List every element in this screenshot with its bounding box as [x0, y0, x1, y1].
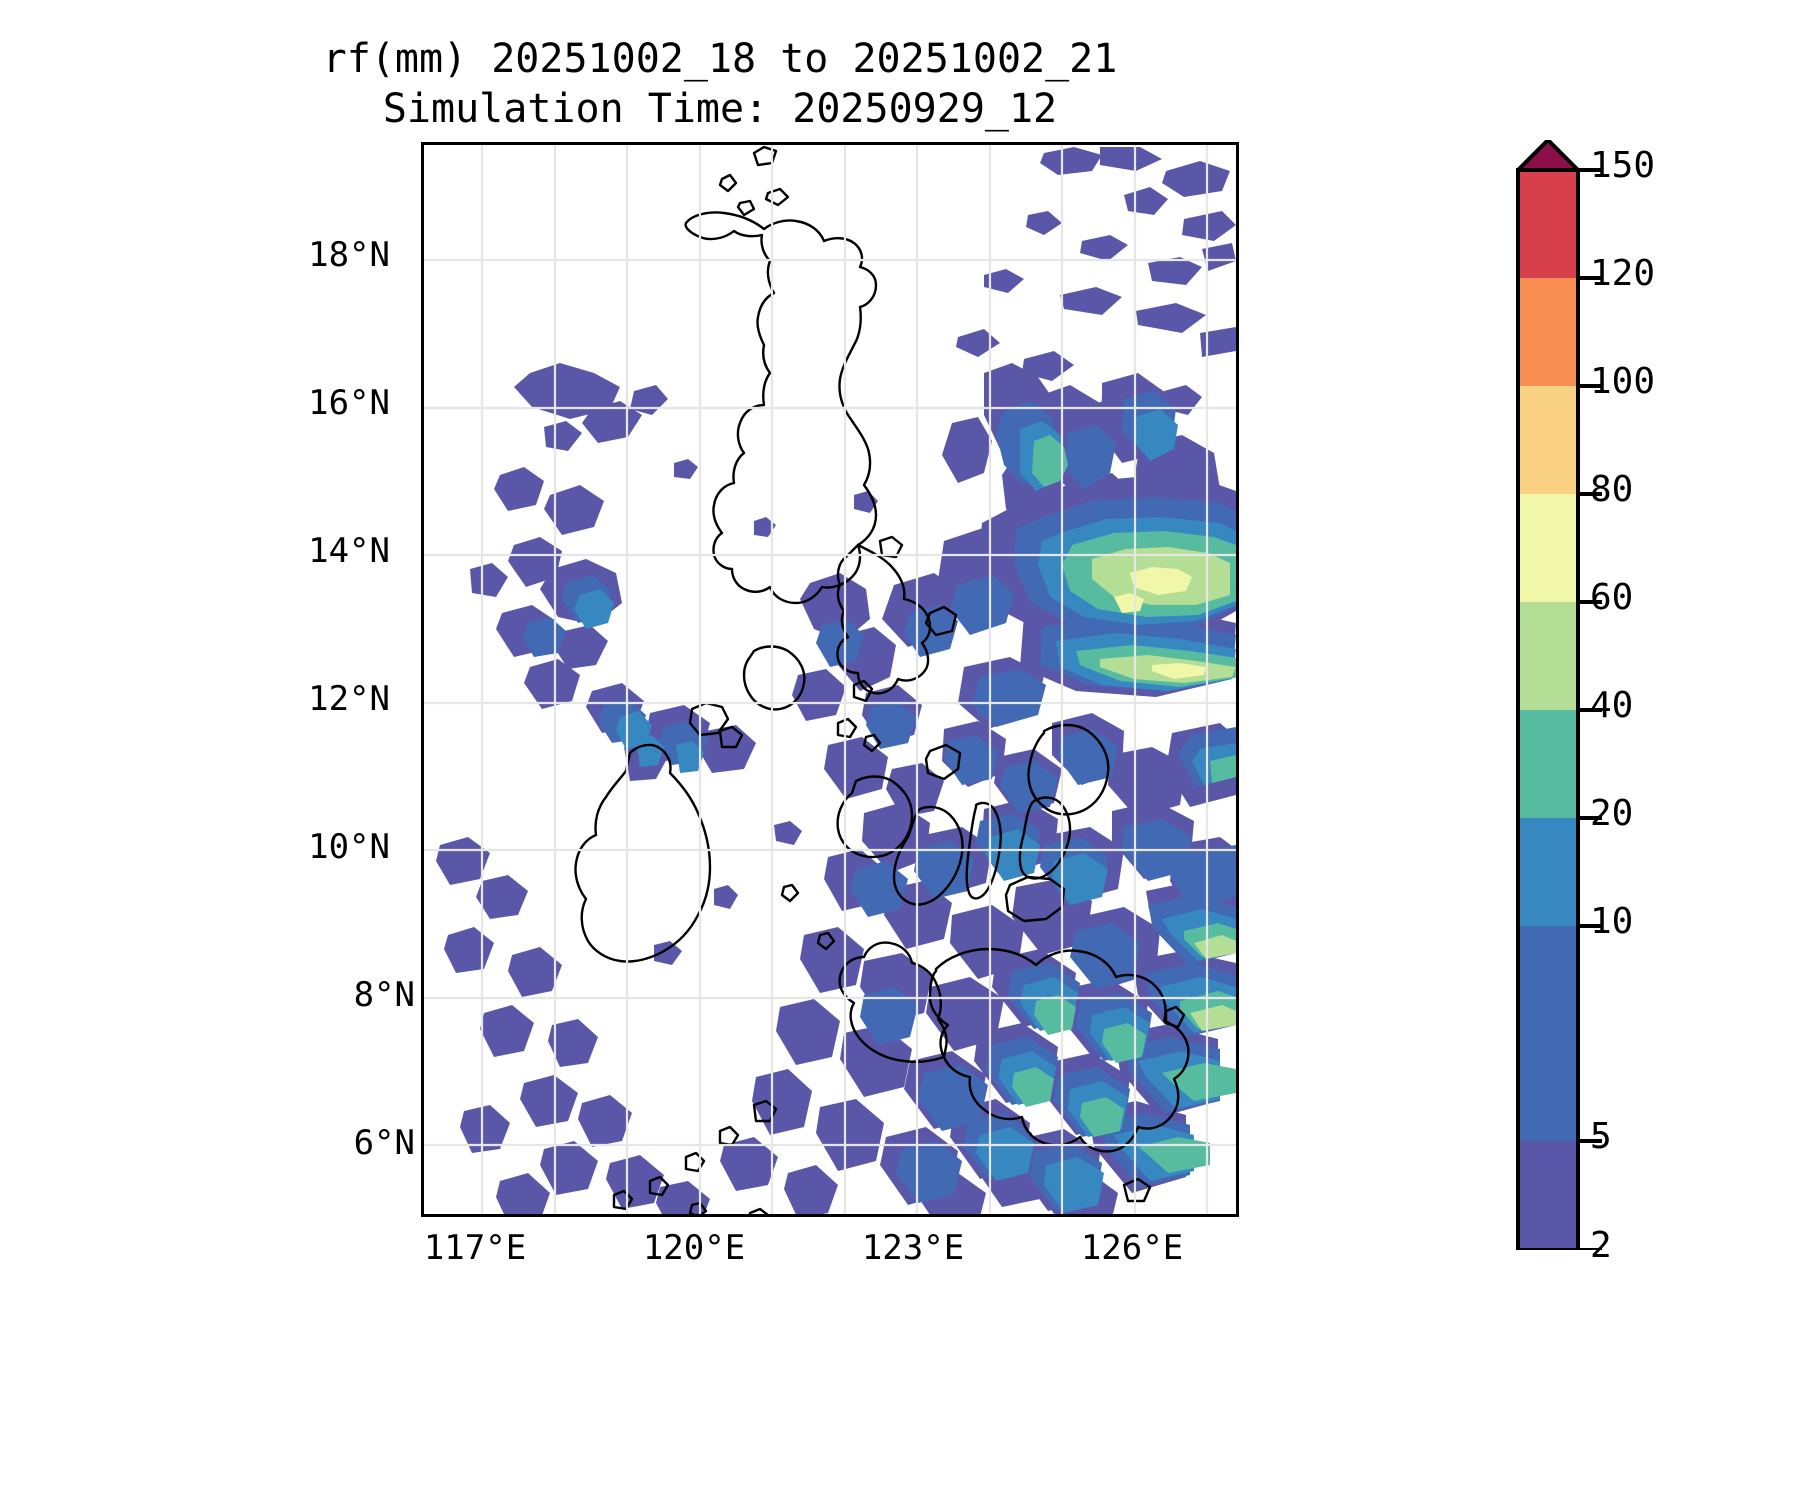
colorbar-tick-label-100: 100	[1590, 361, 1656, 402]
title-line-simulation-time: Simulation Time: 20250929_12	[382, 86, 1058, 132]
colorbar[interactable]: 150 120 100 80 60 40 20 10 5 2	[1498, 138, 1798, 1266]
xtick-label-120E: 120°E	[642, 1228, 746, 1268]
ytick-label-10N: 10°N	[308, 827, 390, 867]
ytick-label-16N: 16°N	[308, 383, 390, 423]
colorbar-svg	[1516, 138, 1602, 1252]
colorbar-extend-arrow	[1516, 138, 1580, 172]
map-plot-area	[424, 145, 1236, 1214]
colorbar-tick-label-40: 40	[1590, 685, 1634, 726]
ytick-label-18N: 18°N	[308, 235, 390, 275]
ytick-label-12N: 12°N	[308, 679, 390, 719]
title-line-variable-period: rf(mm) 20251002_18 to 20251002_21	[322, 36, 1118, 82]
ytick-label-6N: 6°N	[353, 1123, 415, 1163]
colorbar-tick-label-2: 2	[1590, 1225, 1612, 1266]
ytick-label-14N: 14°N	[308, 531, 390, 571]
ytick-label-8N: 8°N	[353, 975, 415, 1015]
map-axes[interactable]	[421, 142, 1239, 1217]
colorbar-tick-label-20: 20	[1590, 793, 1634, 834]
xtick-label-117E: 117°E	[423, 1228, 527, 1268]
xtick-label-126E: 126°E	[1080, 1228, 1184, 1268]
colorbar-tick-label-150: 150	[1590, 145, 1656, 186]
colorbar-ticks	[1578, 168, 1602, 1252]
xtick-label-123E: 123°E	[861, 1228, 965, 1268]
colorbar-bands	[1518, 170, 1578, 1250]
colorbar-tick-label-10: 10	[1590, 901, 1634, 942]
map-gridlines	[424, 145, 1236, 1214]
colorbar-tick-label-120: 120	[1590, 253, 1656, 294]
colorbar-tick-label-60: 60	[1590, 577, 1634, 618]
colorbar-tick-label-5: 5	[1590, 1116, 1612, 1157]
figure-title: rf(mm) 20251002_18 to 20251002_21 Simula…	[0, 34, 1440, 134]
colorbar-tick-label-80: 80	[1590, 469, 1634, 510]
map-svg	[424, 145, 1236, 1214]
